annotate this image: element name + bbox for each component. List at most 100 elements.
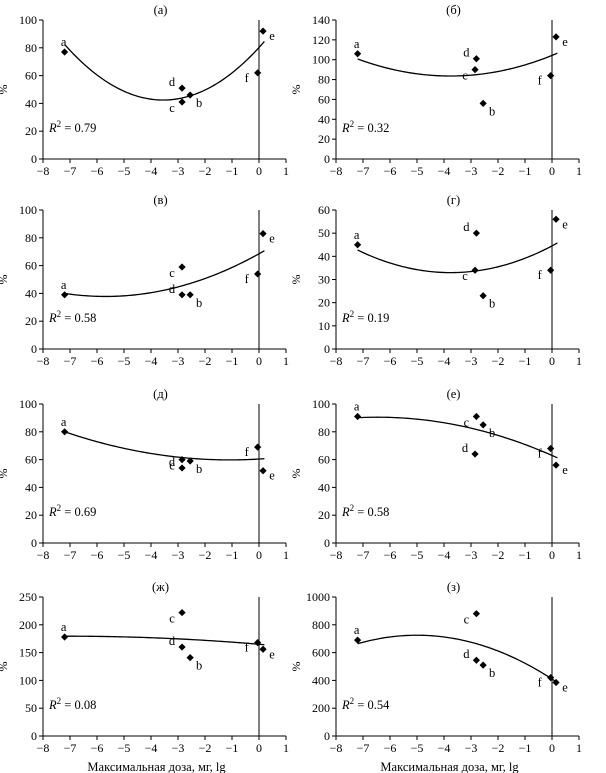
point-label-b: b [196,296,202,310]
data-point-c [472,412,480,421]
y-tick-label: 0 [324,152,330,166]
data-point-a [354,241,362,249]
panel-title: (е) [447,387,461,401]
panel-title: (в) [153,193,167,207]
y-tick-label: 1000 [306,590,330,604]
point-label-c: c [464,416,470,430]
data-point-c [471,66,479,74]
x-tick-label: −6 [384,164,397,178]
point-label-f: f [538,676,543,690]
point-label-b: b [489,666,495,680]
y-tick-label: 200 [312,701,330,715]
y-tick-label: 100 [19,673,37,687]
x-tick-label: −5 [411,548,424,562]
point-label-b: b [196,96,202,110]
x-tick-label: −2 [199,548,212,562]
y-tick-label: 150 [19,646,37,660]
point-label-e: e [562,35,568,49]
data-point-e [259,645,267,653]
point-label-e: e [562,463,568,477]
data-point-a [61,48,69,56]
point-label-d: d [169,634,176,648]
x-tick-label: 0 [256,164,262,178]
x-tick-label: −8 [37,354,50,368]
x-tick-label: −7 [357,354,370,368]
y-tick-label: 80 [25,231,37,245]
x-tick-label: −4 [438,164,451,178]
point-label-d: d [462,441,469,455]
y-tick-label: 40 [318,249,330,263]
y-tick-label: 60 [25,69,37,83]
r-squared-value: = 0.19 [354,311,389,325]
point-label-c: c [169,612,175,626]
x-tick-label: 1 [283,164,289,178]
r-squared-label: R2 = 0.69 [48,503,96,519]
point-label-f: f [245,641,250,655]
x-tick-label: −6 [91,164,104,178]
x-tick-label: −3 [465,354,478,368]
y-axis-label: % [289,469,303,479]
y-tick-label: 0 [31,342,37,356]
point-label-c: c [464,613,470,627]
x-tick-label: −7 [64,164,77,178]
point-label-c: c [169,266,175,280]
data-point-b [479,99,487,107]
x-tick-label: −4 [145,354,158,368]
x-tick-label: −2 [492,741,505,755]
x-tick-label: 0 [256,548,262,562]
data-point-d [178,464,186,472]
r-squared-value: = 0.08 [61,698,96,712]
data-point-c [178,608,186,617]
x-tick-label: −6 [384,354,397,368]
y-axis-label: % [0,469,10,479]
r-squared-value: = 0.58 [61,311,96,325]
point-label-d: d [463,647,470,661]
data-point-a [354,50,362,58]
r-squared-value: = 0.69 [61,505,96,519]
y-tick-label: 200 [19,618,37,632]
fit-curve [64,431,265,461]
y-tick-label: 800 [312,618,330,632]
r-squared-value: = 0.79 [61,121,96,135]
y-tick-label: 50 [25,701,37,715]
x-tick-label: −5 [118,548,131,562]
point-label-d: d [463,220,470,234]
x-tick-label: 0 [549,548,555,562]
y-axis-label: % [289,275,303,285]
data-point-b [479,661,487,669]
chart-panel-4: −8 −7 −6 −5 −4 −3 −2 −1 0 10102030405060(г)%adcbf… [289,193,582,368]
point-label-f: f [538,446,543,460]
point-label-e: e [269,469,275,483]
y-tick-label: 20 [318,132,330,146]
x-tick-label: −8 [330,741,343,755]
x-tick-label: 1 [283,548,289,562]
x-axis-label: Максимальная доза, мг, lg [87,760,226,773]
x-tick-label: −7 [357,741,370,755]
y-tick-label: 80 [25,425,37,439]
x-tick-label: −2 [199,354,212,368]
x-tick-label: −1 [519,164,532,178]
y-tick-label: 250 [19,590,37,604]
data-point-c [472,610,480,618]
data-point-a [354,636,362,644]
x-tick-label: −1 [519,354,532,368]
x-tick-label: −3 [172,164,185,178]
data-point-f [254,443,262,451]
x-tick-label: −8 [330,164,343,178]
x-tick-label: −1 [226,741,239,755]
data-point-d [472,229,480,237]
data-point-f [254,270,262,278]
data-point-e [552,678,560,687]
y-tick-label: 0 [31,729,37,743]
x-tick-label: 1 [283,354,289,368]
fit-curve [357,52,558,77]
point-label-d: d [169,455,176,469]
point-label-f: f [245,71,250,85]
y-axis-label: % [0,662,10,672]
x-tick-label: −3 [172,741,185,755]
chart-panel-2: −8 −7 −6 −5 −4 −3 −2 −1 0 1020406080100120140(б)%… [289,3,582,178]
x-tick-label: −5 [411,354,424,368]
chart-panel-8: −8 −7 −6 −5 −4 −3 −2 −1 0 1 0 200 400 600 800 1000 (з)% М… [289,580,582,773]
data-point-b [479,421,487,429]
